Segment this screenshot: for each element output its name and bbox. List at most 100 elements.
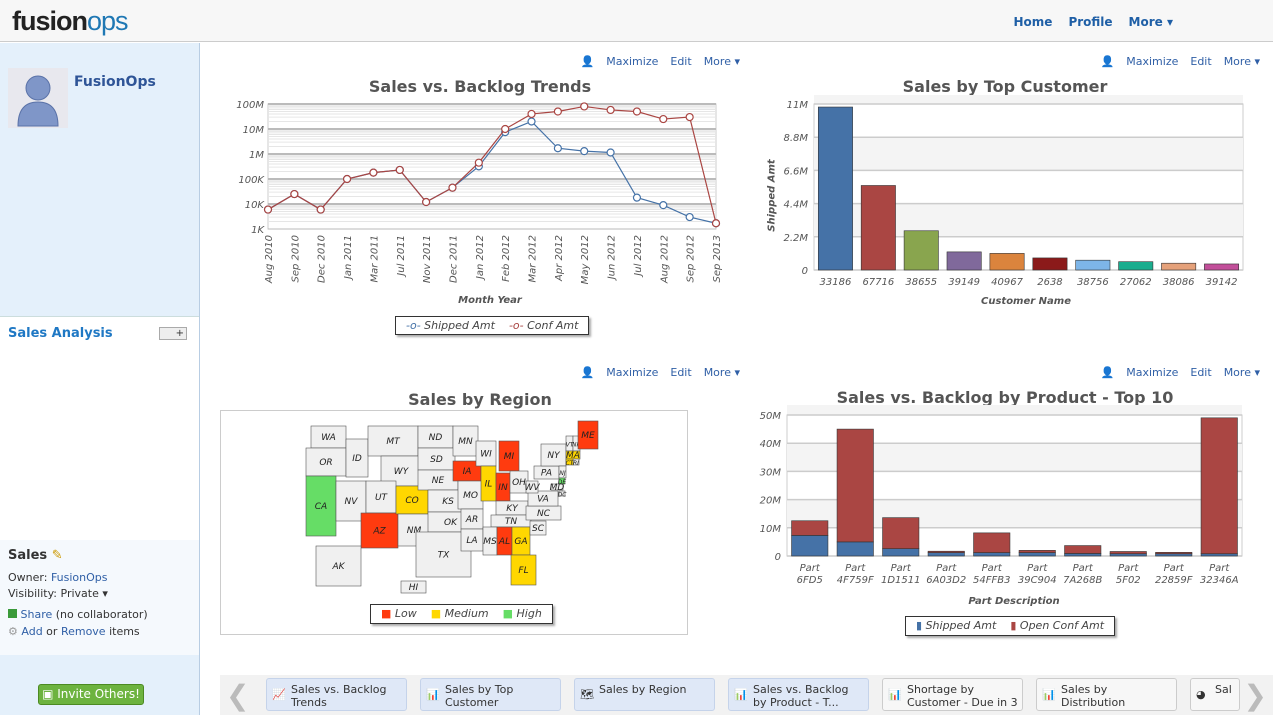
section-title[interactable]: Sales Analysis	[8, 326, 113, 341]
invite-icon: ▣	[42, 687, 54, 701]
state-label: ND	[429, 433, 443, 443]
carousel-item[interactable]: 📊 Shortage by Customer - Due in 3 ...	[882, 678, 1023, 711]
x-tick-label: Part	[845, 563, 866, 574]
legend-item[interactable]: ■ Medium	[431, 607, 489, 621]
data-point	[448, 183, 457, 192]
state-dc[interactable]	[558, 490, 566, 497]
x-tick-label: 38086	[1163, 277, 1195, 288]
x-tick-label: 39149	[948, 277, 980, 288]
state-label: CO	[405, 496, 418, 506]
maximize-link[interactable]: Maximize	[1126, 55, 1179, 68]
state-label: MA	[566, 451, 580, 461]
state-md[interactable]	[550, 483, 564, 491]
more-menu[interactable]: More ▾	[704, 366, 740, 379]
edit-link[interactable]: Edit	[670, 366, 692, 379]
state-me[interactable]	[577, 420, 599, 450]
carousel-item[interactable]: 📊 Sales vs. Backlog by Product - T...	[728, 678, 869, 711]
x-tick-label: Jul 2011	[396, 235, 407, 278]
state-ak[interactable]	[315, 545, 362, 587]
maximize-link[interactable]: Maximize	[1126, 366, 1179, 379]
nav-more[interactable]: More ▾	[1128, 15, 1173, 29]
carousel-next-arrow[interactable]: ❯	[1243, 679, 1267, 712]
data-point	[685, 112, 694, 122]
more-menu[interactable]: More ▾	[704, 55, 740, 68]
line-chart: 1K 10K 100K 1M 10M 100M Aug 2010 Sep 2010 Dec 20…	[236, 100, 723, 284]
carousel-item[interactable]: 📈 Sales vs. Backlog Trends	[266, 678, 407, 711]
owner-link[interactable]: FusionOps	[50, 571, 108, 584]
carousel-item-label: Shortage by Customer - Due in 3 ...	[907, 683, 1018, 710]
x-tick-label: Aug 2012	[659, 235, 670, 284]
state-va[interactable]	[527, 490, 559, 507]
maximize-link[interactable]: Maximize	[606, 366, 659, 379]
bar-chart-icon: 📊	[734, 688, 748, 701]
maximize-link[interactable]: Maximize	[606, 55, 659, 68]
user-name[interactable]: FusionOps	[74, 74, 156, 90]
carousel-item[interactable]: 📊 Sales by Top Customer	[420, 678, 561, 711]
state-ca[interactable]	[305, 475, 337, 537]
legend-item[interactable]: -o- Shipped Amt	[406, 319, 495, 332]
x-tick-label: Dec 2010	[317, 235, 328, 283]
layout-add-icon[interactable]: +	[159, 327, 187, 340]
more-dropdown[interactable]: More	[1223, 366, 1251, 379]
bar-segment	[927, 550, 965, 553]
legend-item[interactable]: -o- Conf Amt	[509, 319, 578, 332]
avatar[interactable]	[8, 68, 68, 128]
legend-item[interactable]: ■ High	[503, 607, 542, 621]
bar-segment	[1155, 553, 1193, 557]
legend-label: Conf Amt	[527, 319, 579, 332]
nav-home[interactable]: Home	[1013, 15, 1053, 29]
us-map: WA OR CA ID NV MT WY UT AZ CO NM ND SD NE KS OK TX MN IA MO…	[305, 420, 599, 594]
carousel-item[interactable]: ◕ Sal	[1190, 678, 1240, 711]
pie-chart-icon: ◕	[1196, 688, 1206, 701]
state-mi[interactable]	[498, 440, 520, 472]
share-note: (no collaborator)	[55, 608, 148, 621]
nav-profile[interactable]: Profile	[1068, 15, 1113, 29]
more-menu[interactable]: More ▾	[1224, 366, 1260, 379]
more-dropdown[interactable]: More	[703, 366, 731, 379]
legend-item[interactable]: ▮ Open Conf Amt	[1010, 619, 1104, 633]
carousel-item[interactable]: 🗺 Sales by Region	[574, 678, 715, 711]
state-or[interactable]	[305, 447, 347, 477]
more-dropdown[interactable]: More	[1223, 55, 1251, 68]
x-axis-label: Part Description	[968, 596, 1060, 607]
state-wv[interactable]	[525, 480, 539, 494]
logo[interactable]: fusionops	[12, 6, 129, 36]
share-link[interactable]: Share	[20, 608, 53, 621]
edit-link[interactable]: Edit	[670, 55, 692, 68]
pencil-icon[interactable]: ✎	[51, 548, 63, 563]
bar-segment	[1109, 551, 1147, 555]
bar-segment	[973, 532, 1011, 553]
carousel-item-label: Sales by Distribution Channel	[1061, 683, 1126, 710]
bar	[989, 253, 1025, 271]
caret-down-icon[interactable]: ▾	[102, 587, 108, 600]
visibility-dropdown[interactable]: Private	[60, 587, 99, 600]
state-mt[interactable]	[367, 425, 419, 457]
legend-item[interactable]: ▮ Shipped Amt	[916, 619, 996, 633]
data-point	[580, 147, 589, 156]
legend-label: Medium	[444, 607, 489, 620]
user-icon: 👤	[580, 55, 595, 68]
state-ct[interactable]	[565, 458, 574, 466]
carousel-prev-arrow[interactable]: ❮	[226, 679, 250, 712]
more-menu[interactable]: More ▾	[1224, 55, 1260, 68]
edit-link[interactable]: Edit	[1190, 55, 1212, 68]
state-label: WA	[321, 433, 336, 443]
invite-others-button[interactable]: ▣ Invite Others!	[38, 684, 144, 705]
state-sc[interactable]	[529, 520, 547, 536]
state-hi[interactable]	[400, 580, 427, 594]
edit-link[interactable]: Edit	[1190, 366, 1212, 379]
bar-chart: 0 2.2M 4.4M 6.6M 8.8M 11M 33186 67716 38655 39149…	[783, 95, 1244, 288]
add-link[interactable]: Add	[21, 625, 43, 638]
state-label: ID	[352, 454, 362, 464]
state-label: VA	[537, 495, 549, 505]
state-id[interactable]	[345, 438, 369, 478]
legend-item[interactable]: ■ Low	[381, 607, 417, 621]
more-dropdown[interactable]: More	[703, 55, 731, 68]
remove-link[interactable]: Remove	[60, 625, 106, 638]
carousel-item-label: Sal	[1215, 683, 1232, 696]
carousel-item[interactable]: 📊 Sales by Distribution Channel	[1036, 678, 1177, 711]
data-point	[501, 124, 510, 134]
state-ut[interactable]	[365, 480, 397, 514]
panel-tools: 👤 Maximize Edit More ▾	[581, 366, 740, 379]
state-fl[interactable]	[510, 554, 537, 586]
